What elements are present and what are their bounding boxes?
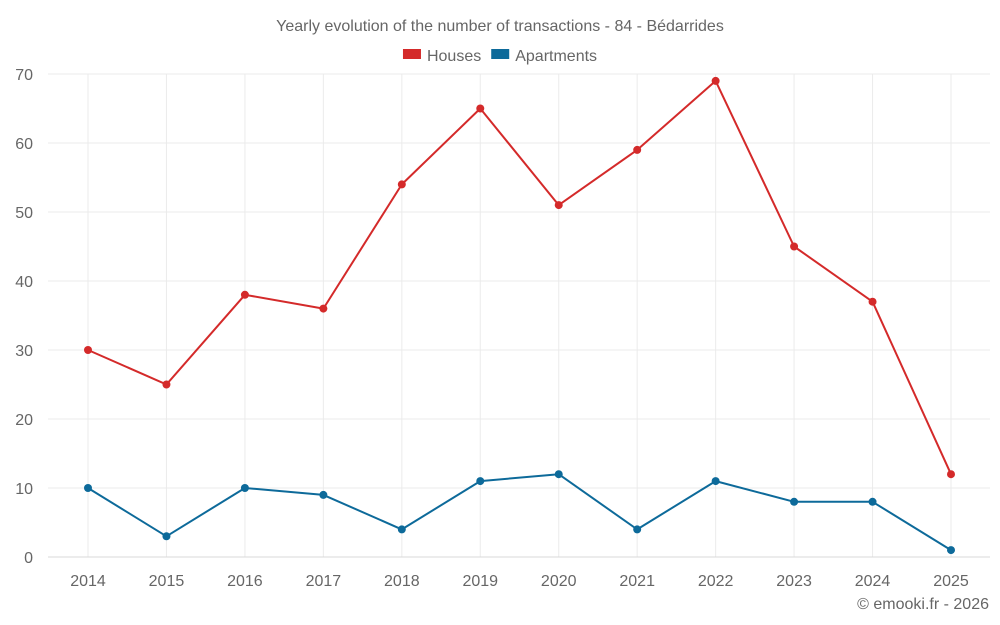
data-point[interactable] (790, 242, 799, 251)
y-tick-label: 40 (15, 274, 33, 291)
x-tick-label: 2025 (933, 573, 969, 590)
data-point[interactable] (84, 484, 92, 492)
data-point[interactable] (868, 497, 877, 506)
series-apartments (84, 470, 955, 555)
y-tick-label: 20 (15, 412, 33, 429)
x-tick-label: 2016 (227, 573, 263, 590)
y-tick-label: 60 (15, 136, 33, 153)
x-tick-label: 2023 (776, 573, 812, 590)
chart-title: Yearly evolution of the number of transa… (276, 18, 724, 35)
credit-text: © emooki.fr - 2026 (857, 596, 989, 613)
series-houses (84, 76, 955, 479)
x-tick-label: 2024 (855, 573, 891, 590)
data-point[interactable] (711, 477, 720, 486)
series-line (87, 79, 952, 475)
x-axis-ticks: 2014 2015 2016 2017 2018 2019 2020 2021 2022 2023… (70, 573, 969, 590)
x-tick-label: 2020 (541, 573, 577, 590)
y-tick-label: 30 (15, 343, 33, 360)
y-axis-ticks: 0 10 20 30 40 50 60 70 (15, 67, 33, 567)
grid (48, 73, 990, 558)
x-tick-label: 2022 (698, 573, 734, 590)
x-tick-label: 2019 (462, 573, 498, 590)
data-point[interactable] (84, 346, 92, 354)
legend-label: Houses (427, 48, 481, 65)
x-tick-label: 2015 (149, 573, 185, 590)
legend: Houses Apartments (402, 48, 597, 65)
y-tick-label: 10 (15, 481, 33, 498)
data-point[interactable] (319, 490, 328, 499)
data-point[interactable] (947, 546, 955, 555)
y-tick-label: 0 (24, 550, 33, 567)
data-point[interactable] (240, 290, 249, 299)
data-point[interactable] (633, 525, 642, 534)
data-point[interactable] (554, 470, 563, 479)
data-point[interactable] (162, 380, 171, 389)
data-point[interactable] (319, 304, 328, 313)
data-point[interactable] (397, 525, 406, 534)
data-point[interactable] (633, 145, 642, 154)
data-point[interactable] (790, 497, 799, 506)
data-point[interactable] (947, 470, 955, 479)
series-line (87, 473, 952, 551)
legend-swatch (491, 49, 510, 59)
data-point[interactable] (240, 484, 249, 492)
x-tick-label: 2018 (384, 573, 420, 590)
series-layer (84, 76, 955, 555)
data-point[interactable] (476, 477, 485, 486)
x-tick-label: 2017 (306, 573, 342, 590)
data-point[interactable] (476, 104, 485, 113)
y-tick-label: 50 (15, 205, 33, 222)
data-point[interactable] (162, 532, 171, 541)
data-point[interactable] (397, 180, 406, 189)
data-point[interactable] (554, 201, 563, 210)
x-tick-label: 2021 (619, 573, 655, 590)
data-point[interactable] (711, 76, 720, 85)
y-tick-label: 70 (15, 67, 33, 84)
data-point[interactable] (868, 297, 877, 306)
legend-label: Apartments (515, 48, 597, 65)
legend-swatch (402, 49, 421, 59)
x-tick-label: 2014 (70, 573, 106, 590)
